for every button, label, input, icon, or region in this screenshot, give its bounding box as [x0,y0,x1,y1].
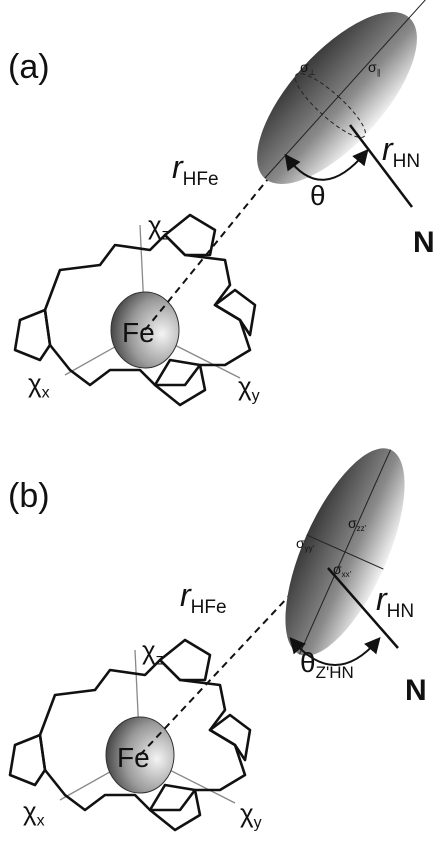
label-text: θ [300,647,316,678]
label: rHFe [172,149,219,190]
label-text: σ [300,59,309,75]
label: θZ'HN [300,647,354,682]
panel-label: (a) [8,48,50,86]
label-text: θ [310,180,326,211]
label-subscript: ∥ [377,68,381,77]
figure: (a)σ⊥σ∥rHFeθrHNNχzFeχxχy(b)σyy'σzz'σxx'r… [0,0,446,852]
label-text: χ [28,368,42,398]
label-subscript: HN [393,151,420,172]
label-text: χ [142,635,156,665]
label: N [405,674,427,707]
label-subscript: x [42,385,50,402]
label: χz [148,210,170,244]
label: χx [23,796,45,830]
label: rHFe [180,577,227,618]
label-text: χ [238,371,252,401]
panel-b [10,433,429,830]
label-text: σ [368,59,377,75]
label-text: N [405,674,427,707]
label-subscript: y [254,815,262,832]
label-subscript: HFe [183,169,219,190]
label: rHN [376,581,414,622]
label-subscript: HN [387,601,414,622]
label: rHN [382,131,420,172]
label-subscript: Z'HN [316,663,354,682]
label: Fe [117,742,150,773]
label-subscript: yy' [305,544,315,553]
panel-label: (b) [8,477,50,515]
label-text: σ [333,561,342,577]
label-text: χ [148,210,162,240]
label-subscript: x [37,813,45,830]
label-text: σ [348,515,357,531]
label-text: χ [240,798,254,828]
label-subscript: xx' [342,570,352,579]
label: χy [240,798,262,832]
label-text: N [413,226,435,259]
label-text: σ [296,535,305,551]
label: χz [142,635,164,669]
label: N [413,226,435,259]
label: θ [310,180,326,211]
label-subscript: zz' [357,524,367,533]
panel-a [15,0,446,405]
label-text: Fe [117,742,150,773]
label: χx [28,368,50,402]
label-subscript: y [252,388,260,405]
label-text: Fe [122,317,155,348]
label: χy [238,371,260,405]
label-subscript: z [162,227,170,244]
label-subscript: HFe [191,597,227,618]
label: Fe [122,317,155,348]
label-text: χ [23,796,37,826]
label-subscript: z [156,652,164,669]
label-subscript: ⊥ [309,68,316,77]
